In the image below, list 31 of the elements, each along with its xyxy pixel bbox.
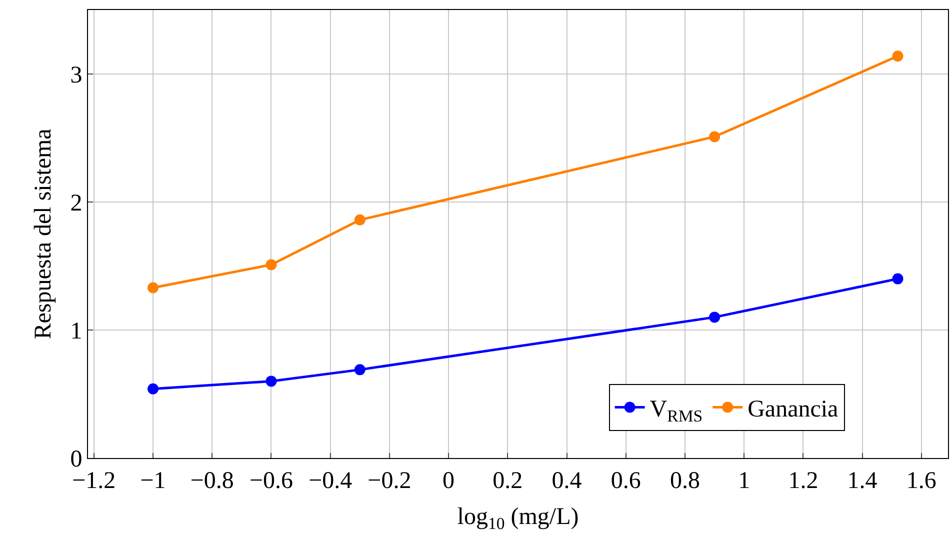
- x-axis-title: log$_{10}$ (mg/L): [457, 504, 579, 534]
- y-axis-title: Respuesta del sistema: [30, 128, 56, 340]
- legend-label: V$_{RMS}$: [650, 396, 703, 426]
- legend-label: Ganancia: [748, 396, 839, 423]
- y-tick-label: 3: [70, 62, 82, 88]
- x-tick-label: 1: [738, 468, 750, 494]
- x-tick-label: −0.4: [308, 468, 352, 494]
- point: [266, 376, 277, 387]
- x-tick-label: 0.4: [552, 468, 582, 494]
- point: [148, 282, 159, 294]
- x-tick-label: 0.6: [610, 468, 641, 494]
- x-tick-label: 1.2: [788, 468, 818, 494]
- point: [709, 312, 720, 323]
- x-tick-label: −1: [140, 468, 166, 494]
- point: [148, 383, 159, 394]
- point: [892, 50, 904, 62]
- y-tick-label: 1: [70, 318, 82, 344]
- x-tick-label: 0.2: [492, 468, 523, 494]
- x-tick-label: 1.4: [847, 468, 878, 494]
- x-tick-label: 0.8: [670, 468, 700, 494]
- point: [354, 214, 366, 226]
- x-tick-label: −0.6: [249, 468, 294, 494]
- x-tick-label: 1.6: [906, 468, 936, 494]
- point: [709, 131, 720, 142]
- point: [892, 273, 904, 284]
- x-tick-label: 0: [442, 468, 455, 494]
- point: [266, 259, 277, 270]
- point: [354, 364, 366, 376]
- x-tick-label: −0.2: [368, 468, 412, 494]
- x-tick-label: −0.8: [190, 468, 234, 494]
- y-tick-label: 2: [70, 190, 82, 216]
